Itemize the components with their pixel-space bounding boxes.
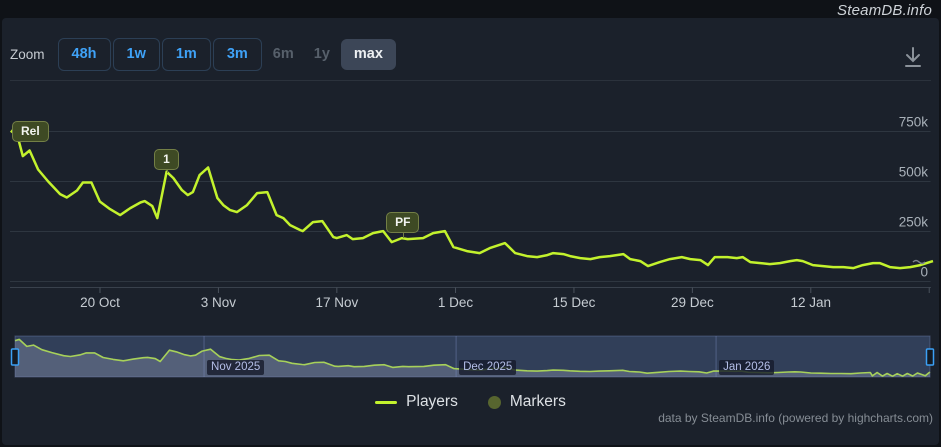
x-axis-label-29-Dec: 29 Dec [671, 295, 714, 310]
players-series-line [10, 125, 934, 270]
legend-players-label: Players [406, 393, 458, 410]
players-line-swatch-icon [375, 400, 398, 404]
x-axis-label-17-Nov: 17 Nov [315, 295, 358, 310]
navigator-right-handle[interactable] [925, 348, 935, 366]
y-axis-label-500k: 500k [899, 165, 929, 180]
markers-circle-swatch-icon [487, 395, 501, 409]
y-axis-label-750k: 750k [899, 115, 929, 130]
legend-markers-label: Markers [509, 393, 566, 410]
download-icon[interactable] [901, 45, 925, 71]
x-axis-label-12-Jan: 12 Jan [791, 295, 832, 310]
range-selector-toolbar: Zoom 48h 1w 1m 3m 6m 1y max [10, 38, 398, 71]
zoom-button-1m[interactable]: 1m [161, 38, 211, 71]
legend-item-markers[interactable]: Markers [487, 393, 566, 411]
flag-marker-Rel[interactable]: Rel [12, 120, 49, 142]
flag-marker-PF[interactable]: PF [386, 212, 420, 234]
x-axis-label-15-Dec: 15 Dec [553, 295, 596, 310]
flag-marker-1[interactable]: 1 [154, 148, 179, 170]
current-value-marker [912, 259, 926, 265]
toolbar-separator [10, 80, 931, 81]
y-axis-label-250k: 250k [899, 215, 929, 230]
zoom-label: Zoom [10, 47, 45, 62]
navigator-selected-mask[interactable] [14, 335, 931, 378]
x-axis-label-3-Nov: 3 Nov [201, 295, 237, 310]
steamdb-brand: SteamDB.info [837, 2, 932, 19]
zoom-button-1y: 1y [305, 39, 339, 70]
credits-text: data by SteamDB.info (powered by highcha… [658, 411, 933, 425]
zoom-button-max[interactable]: max [340, 39, 396, 70]
legend-item-players[interactable]: Players [375, 393, 458, 411]
chart-legend: Players Markers [0, 393, 941, 411]
zoom-button-1w[interactable]: 1w [112, 38, 160, 71]
y-axis-label-0: 0 [920, 265, 928, 280]
zoom-button-3m[interactable]: 3m [212, 38, 262, 71]
x-axis-label-1-Dec: 1 Dec [438, 295, 474, 310]
x-axis-label-20-Oct: 20 Oct [80, 295, 120, 310]
navigator-left-handle[interactable] [10, 348, 20, 366]
zoom-button-48h[interactable]: 48h [57, 38, 111, 71]
zoom-button-6m: 6m [264, 39, 303, 70]
zoom-buttons-group: 48h 1w 1m 3m 6m 1y max [57, 38, 398, 71]
